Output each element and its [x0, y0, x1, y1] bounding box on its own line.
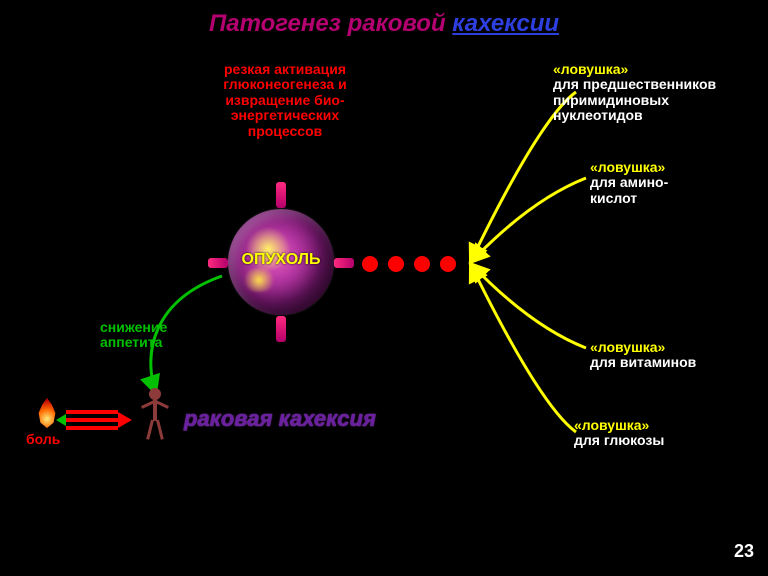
cancer-cachexia-text: раковая кахексия: [184, 406, 376, 432]
pain-arrow-shaft: [66, 418, 118, 422]
appetite-label: снижениеаппетита: [100, 320, 167, 351]
curves-overlay: [0, 0, 768, 576]
red-dot: [362, 256, 378, 272]
person-icon: [140, 388, 170, 446]
trap-label-amino: «ловушка»для амино-кислот: [590, 160, 668, 206]
tumor-label: ОПУХОЛЬ: [228, 251, 334, 269]
trap-label-vitamins: «ловушка»для витаминов: [590, 340, 696, 371]
green-arrowhead-icon: [56, 414, 66, 426]
title-prefix: Патогенез раковой: [209, 10, 452, 37]
page-number: 23: [734, 541, 754, 562]
red-dot: [414, 256, 430, 272]
tumor-bar-bottom: [276, 316, 286, 342]
flame-icon: [36, 398, 58, 428]
title-link: кахексии: [452, 10, 559, 37]
red-dot: [440, 256, 456, 272]
trap-label-pyrimidine: «ловушка»для предшественниковпиримидинов…: [553, 62, 716, 124]
tumor-bar-right: [334, 258, 354, 268]
trap-label-glucose: «ловушка»для глюкозы: [574, 418, 664, 449]
tumor-sphere: ОПУХОЛЬ: [228, 209, 334, 315]
diagram-stage: { "canvas": { "width": 768, "height": 57…: [0, 0, 768, 576]
pain-arrow-shaft: [66, 426, 118, 430]
pain-arrow-shaft: [66, 410, 118, 414]
tumor-bar-top: [276, 182, 286, 208]
page-title: Патогенез раковой кахексии: [0, 10, 768, 38]
tumor-bar-left: [208, 258, 228, 268]
pain-label: боль: [26, 432, 60, 447]
red-dot: [388, 256, 404, 272]
activation-text: резкая активацияглюконеогенеза иизвращен…: [195, 62, 375, 139]
